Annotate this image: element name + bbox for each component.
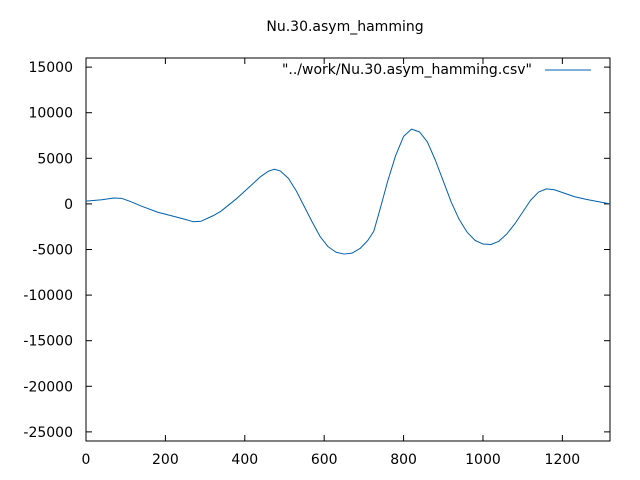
y-tick-label: 0 bbox=[64, 197, 73, 213]
x-tick-label: 1200 bbox=[545, 452, 581, 468]
series-layer bbox=[85, 128, 611, 255]
y-tick-label: -20000 bbox=[23, 379, 73, 395]
x-tick-label: 600 bbox=[311, 452, 338, 468]
y-tick-label: -15000 bbox=[23, 334, 73, 350]
series-line bbox=[85, 128, 611, 255]
x-tick-label: 200 bbox=[152, 452, 179, 468]
chart-title: Nu.30.asym_hamming bbox=[266, 19, 423, 35]
plot-frame bbox=[85, 57, 611, 442]
y-axis: 15000 10000 5000 0 -5000 -10000 -15000 -20000 -2… bbox=[23, 60, 610, 441]
y-tick-label: 5000 bbox=[37, 151, 73, 167]
legend: "../work/Nu.30.asym_hamming.csv" bbox=[282, 62, 591, 78]
y-tick-label: -5000 bbox=[32, 243, 73, 259]
y-tick-label: -10000 bbox=[23, 288, 73, 304]
y-tick-label: -25000 bbox=[23, 425, 73, 441]
legend-label: "../work/Nu.30.asym_hamming.csv" bbox=[282, 62, 532, 78]
x-tick-label: 1000 bbox=[465, 452, 501, 468]
y-tick-label: 10000 bbox=[28, 106, 73, 122]
x-tick-label: 800 bbox=[390, 452, 417, 468]
x-tick-label: 0 bbox=[82, 452, 91, 468]
y-tick-label: 15000 bbox=[28, 60, 73, 76]
x-axis: 0 200 400 600 800 1000 1200 bbox=[82, 58, 581, 468]
x-tick-label: 400 bbox=[231, 452, 258, 468]
